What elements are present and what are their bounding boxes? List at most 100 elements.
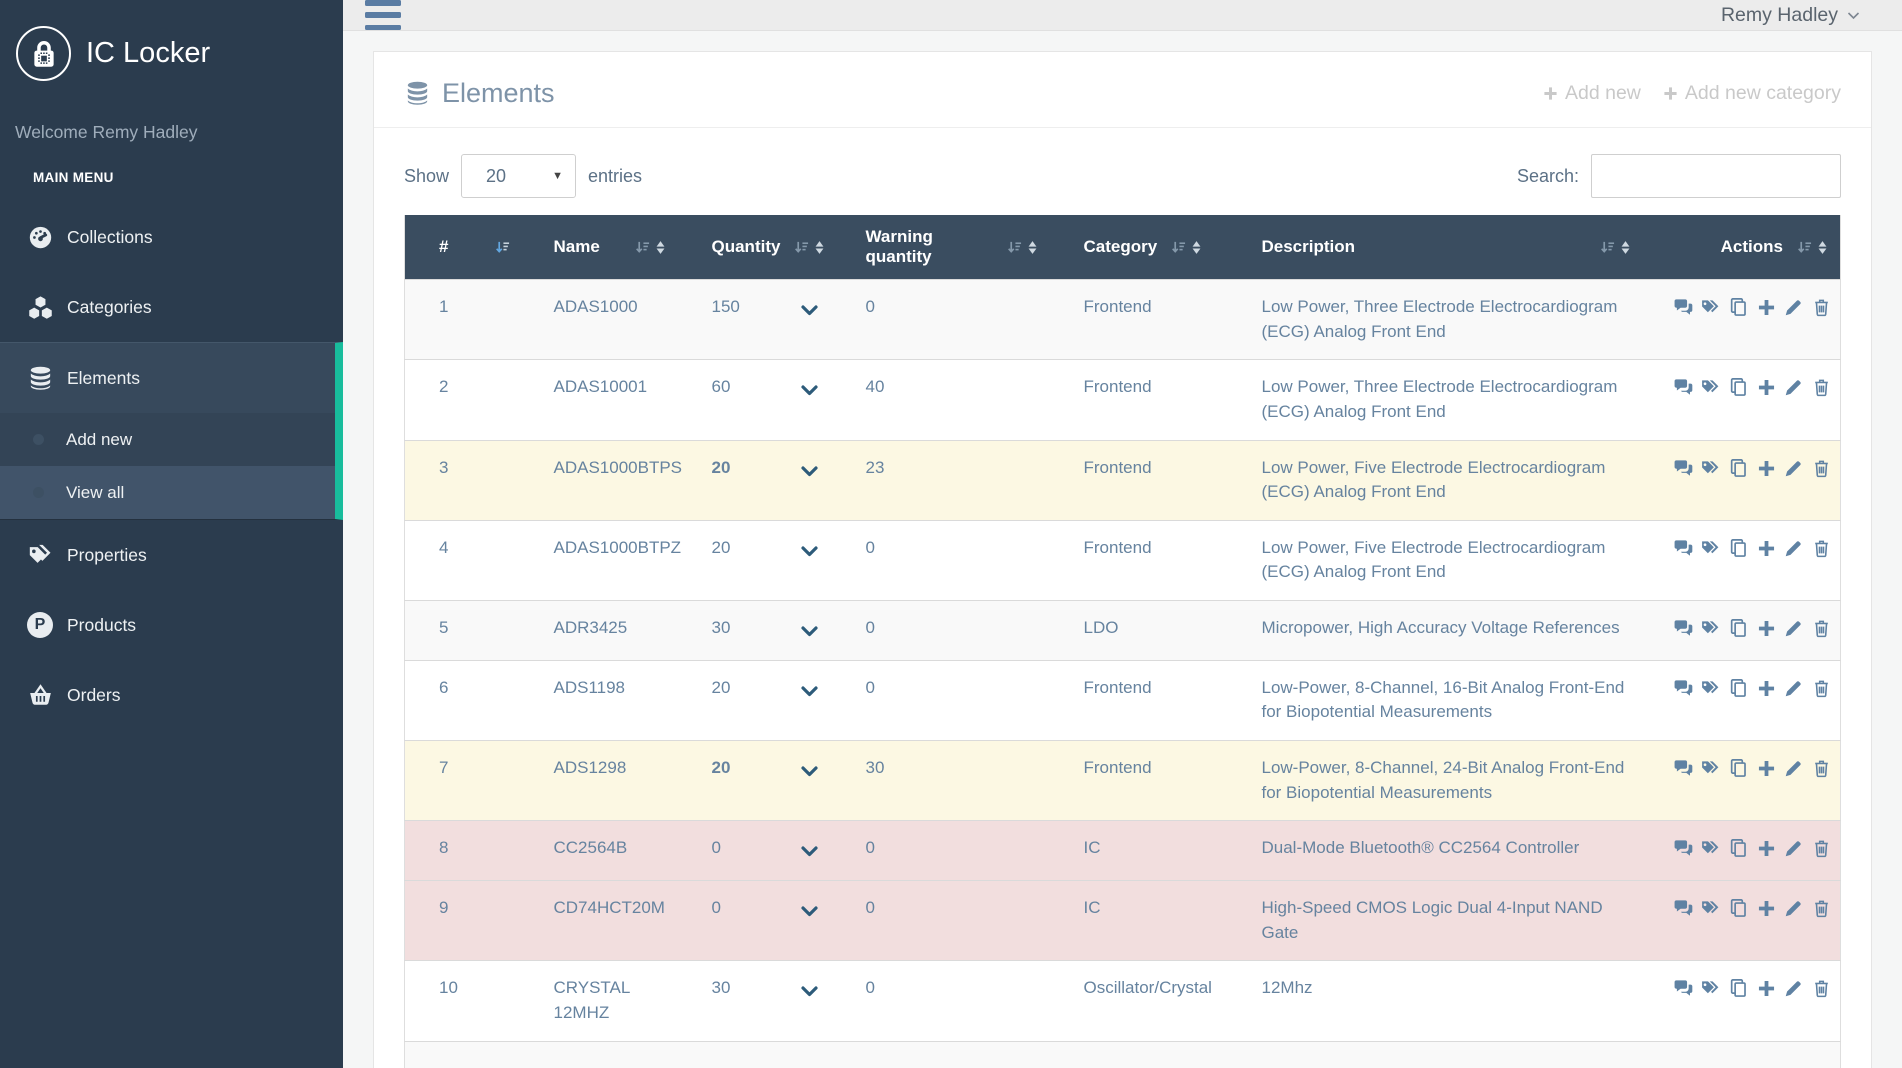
copy-icon[interactable] xyxy=(1728,898,1749,919)
quantity-value: 0 xyxy=(711,897,721,917)
quantity-chevron-down-icon[interactable] xyxy=(800,460,818,485)
delete-icon[interactable] xyxy=(1811,978,1832,999)
edit-icon[interactable] xyxy=(1783,978,1804,999)
quantity-chevron-down-icon[interactable] xyxy=(800,840,818,865)
add-icon[interactable] xyxy=(1756,978,1777,999)
edit-icon[interactable] xyxy=(1783,377,1804,398)
page-length-select[interactable]: 20 ▼ xyxy=(461,154,577,198)
copy-icon[interactable] xyxy=(1728,758,1749,779)
quantity-chevron-down-icon[interactable] xyxy=(800,620,818,645)
add-icon[interactable] xyxy=(1756,618,1777,639)
search-input[interactable] xyxy=(1591,154,1841,198)
copy-icon[interactable] xyxy=(1728,618,1749,639)
edit-icon[interactable] xyxy=(1783,297,1804,318)
quantity-chevron-down-icon[interactable] xyxy=(800,540,818,565)
tags-icon[interactable] xyxy=(1700,898,1721,919)
edit-icon[interactable] xyxy=(1783,618,1804,639)
delete-icon[interactable] xyxy=(1811,297,1832,318)
add-icon[interactable] xyxy=(1756,898,1777,919)
comments-icon[interactable] xyxy=(1673,538,1694,559)
comments-icon[interactable] xyxy=(1673,758,1694,779)
column-header-warning-quantity[interactable]: Warning quantity xyxy=(831,215,1050,280)
user-menu[interactable]: Remy Hadley xyxy=(1721,4,1860,27)
row-actions xyxy=(1642,519,1841,601)
delete-icon[interactable] xyxy=(1811,538,1832,559)
copy-icon[interactable] xyxy=(1728,978,1749,999)
column-header-description[interactable]: Description xyxy=(1227,215,1643,280)
quantity-chevron-down-icon[interactable] xyxy=(800,980,818,1005)
add-new-button[interactable]: Add new xyxy=(1543,82,1641,105)
edit-icon[interactable] xyxy=(1783,838,1804,859)
quantity-value: 0 xyxy=(711,838,721,858)
sidebar-item-properties[interactable]: Properties xyxy=(0,520,343,590)
sidebar-subitem-view-all[interactable]: View all xyxy=(0,466,335,519)
app-logo[interactable]: IC Locker xyxy=(0,0,343,92)
delete-icon[interactable] xyxy=(1811,758,1832,779)
sidebar-item-elements[interactable]: Elements xyxy=(0,343,335,413)
delete-icon[interactable] xyxy=(1811,898,1832,919)
column-header-quantity[interactable]: Quantity xyxy=(677,215,832,280)
sidebar-item-products[interactable]: Products xyxy=(0,590,343,660)
comments-icon[interactable] xyxy=(1673,297,1694,318)
tags-icon[interactable] xyxy=(1700,458,1721,479)
column-header-category[interactable]: Category xyxy=(1049,215,1228,280)
copy-icon[interactable] xyxy=(1728,377,1749,398)
comments-icon[interactable] xyxy=(1673,978,1694,999)
copy-icon[interactable] xyxy=(1728,297,1749,318)
add-icon[interactable] xyxy=(1756,377,1777,398)
quantity-chevron-down-icon[interactable] xyxy=(800,900,818,925)
sidebar-subitem-add-new[interactable]: Add new xyxy=(0,413,335,466)
add-icon[interactable] xyxy=(1756,458,1777,479)
delete-icon[interactable] xyxy=(1811,678,1832,699)
edit-icon[interactable] xyxy=(1783,678,1804,699)
sidebar-item-label: Products xyxy=(67,614,137,635)
comments-icon[interactable] xyxy=(1673,377,1694,398)
tags-icon[interactable] xyxy=(1700,377,1721,398)
comments-icon[interactable] xyxy=(1673,898,1694,919)
tags-icon[interactable] xyxy=(1700,978,1721,999)
delete-icon[interactable] xyxy=(1811,458,1832,479)
tags-icon[interactable] xyxy=(1700,297,1721,318)
comments-icon[interactable] xyxy=(1673,618,1694,639)
edit-icon[interactable] xyxy=(1783,758,1804,779)
quantity-chevron-down-icon[interactable] xyxy=(800,379,818,404)
tags-icon[interactable] xyxy=(1700,538,1721,559)
copy-icon[interactable] xyxy=(1728,678,1749,699)
basket-icon xyxy=(26,681,54,709)
hamburger-menu-icon[interactable] xyxy=(365,0,401,30)
delete-icon[interactable] xyxy=(1811,838,1832,859)
delete-icon[interactable] xyxy=(1811,377,1832,398)
edit-icon[interactable] xyxy=(1783,898,1804,919)
tags-icon[interactable] xyxy=(1700,838,1721,859)
comments-icon[interactable] xyxy=(1673,458,1694,479)
column-header-num[interactable]: # xyxy=(404,215,520,280)
sidebar-item-categories[interactable]: Categories xyxy=(0,272,343,342)
add-new-category-button[interactable]: Add new category xyxy=(1663,82,1841,105)
quantity-chevron-down-icon[interactable] xyxy=(800,680,818,705)
tags-icon[interactable] xyxy=(1700,618,1721,639)
column-header-name[interactable]: Name xyxy=(519,215,678,280)
tags-icon[interactable] xyxy=(1700,758,1721,779)
add-icon[interactable] xyxy=(1756,838,1777,859)
column-header-actions[interactable]: Actions xyxy=(1642,215,1841,280)
add-icon[interactable] xyxy=(1756,297,1777,318)
add-icon[interactable] xyxy=(1756,538,1777,559)
sidebar-item-collections[interactable]: Collections xyxy=(0,202,343,272)
edit-icon[interactable] xyxy=(1783,458,1804,479)
database-icon xyxy=(26,364,54,392)
edit-icon[interactable] xyxy=(1783,538,1804,559)
comments-icon[interactable] xyxy=(1673,678,1694,699)
delete-icon[interactable] xyxy=(1811,618,1832,639)
sidebar-item-orders[interactable]: Orders xyxy=(0,660,343,730)
copy-icon[interactable] xyxy=(1728,458,1749,479)
topbar: Remy Hadley xyxy=(343,0,1902,31)
category-value: Frontend xyxy=(1049,740,1228,821)
add-icon[interactable] xyxy=(1756,758,1777,779)
copy-icon[interactable] xyxy=(1728,838,1749,859)
comments-icon[interactable] xyxy=(1673,838,1694,859)
tags-icon[interactable] xyxy=(1700,678,1721,699)
quantity-chevron-down-icon[interactable] xyxy=(800,299,818,324)
add-icon[interactable] xyxy=(1756,678,1777,699)
copy-icon[interactable] xyxy=(1728,538,1749,559)
quantity-chevron-down-icon[interactable] xyxy=(800,760,818,785)
